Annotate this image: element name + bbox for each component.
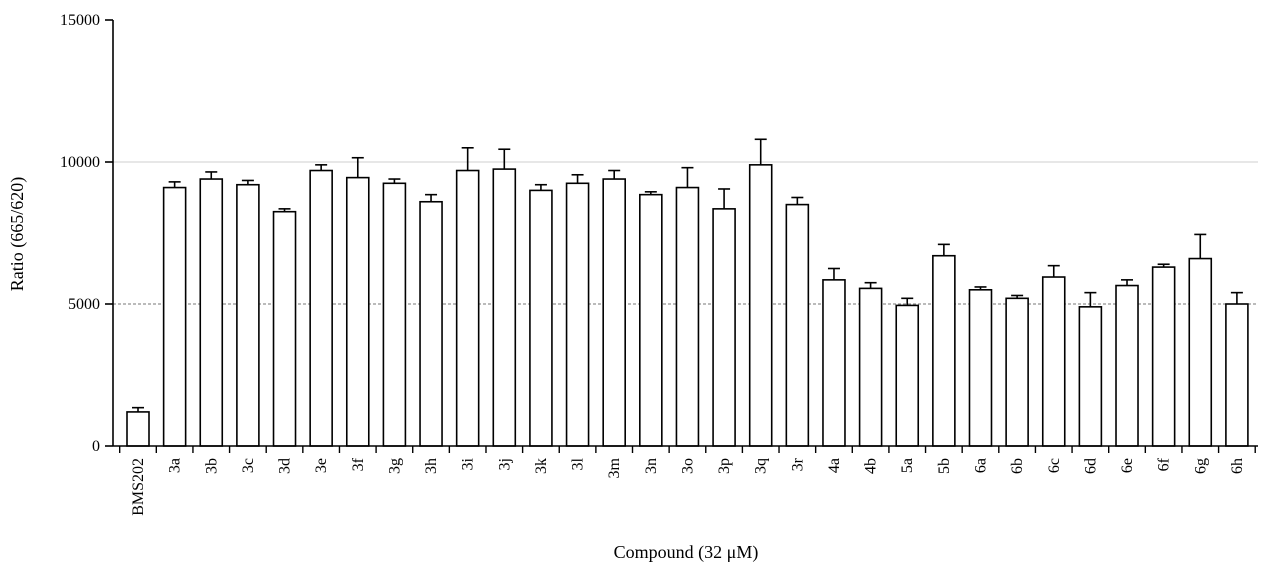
- x-tick-label-6f: 6f: [1156, 457, 1173, 471]
- x-tick-label-3i: 3i: [460, 457, 477, 470]
- bar-3o: [675, 186, 700, 447]
- y-tick-label-0: 0: [92, 438, 100, 455]
- y-axis-title: Ratio (665/620): [7, 177, 28, 292]
- x-tick-label-3r: 3r: [789, 457, 806, 471]
- bar-6a: [968, 288, 993, 447]
- x-tick-label-3f: 3f: [350, 457, 367, 471]
- axes: [105, 19, 1258, 453]
- x-tick-label-3m: 3m: [606, 457, 623, 478]
- bar-6g: [1188, 257, 1213, 447]
- bar-3a: [162, 186, 187, 447]
- x-tick-label-6d: 6d: [1082, 458, 1099, 474]
- x-tick-label-4a: 4a: [826, 458, 843, 473]
- bar-3j: [492, 168, 517, 447]
- bar-6h: [1225, 303, 1249, 447]
- x-tick-label-3a: 3a: [167, 458, 184, 473]
- x-tick-label-3h: 3h: [423, 458, 440, 474]
- bar-3q: [748, 164, 773, 447]
- bar-6f: [1151, 266, 1176, 447]
- x-tick-label-3q: 3q: [753, 458, 770, 474]
- x-tick-label-6a: 6a: [972, 458, 989, 473]
- y-tick-label-10000: 10000: [60, 154, 100, 171]
- x-tick-label-3o: 3o: [679, 458, 696, 474]
- bar-6b: [1005, 297, 1029, 447]
- bar-6d: [1078, 306, 1103, 447]
- x-tick-label-3p: 3p: [716, 458, 733, 474]
- bar-BMS202: [126, 411, 150, 447]
- bar-4a: [822, 279, 846, 447]
- x-tick-label-6e: 6e: [1119, 458, 1136, 473]
- x-tick-label-4b: 4b: [863, 458, 880, 474]
- bar-5b: [932, 254, 956, 447]
- bar-3l: [565, 182, 590, 447]
- bar-3i: [455, 169, 480, 447]
- x-tick-label-3c: 3c: [240, 458, 257, 473]
- bar-3r: [785, 203, 810, 447]
- x-tick-label-BMS202: BMS202: [130, 458, 147, 516]
- bar-6e: [1115, 284, 1139, 447]
- bar-3e: [309, 169, 333, 447]
- x-tick-label-3d: 3d: [277, 458, 294, 474]
- y-tick-label-15000: 15000: [60, 12, 100, 29]
- bar-3d: [272, 210, 297, 447]
- x-tick-label-6c: 6c: [1046, 458, 1063, 473]
- bar-3m: [602, 178, 626, 447]
- bar-4b: [858, 287, 883, 447]
- bar-3c: [236, 183, 260, 447]
- bar-3k: [529, 189, 553, 447]
- x-tick-label-6g: 6g: [1192, 458, 1209, 474]
- bar-3b: [199, 178, 224, 447]
- bar-3g: [382, 182, 407, 447]
- x-tick-label-3l: 3l: [570, 457, 587, 470]
- x-tick-label-3b: 3b: [203, 458, 220, 474]
- x-tick-label-3e: 3e: [313, 458, 330, 473]
- x-tick-label-6b: 6b: [1009, 458, 1026, 474]
- x-tick-label-3j: 3j: [496, 458, 513, 470]
- x-tick-label-3k: 3k: [533, 458, 550, 474]
- x-tick-label-3n: 3n: [643, 458, 660, 474]
- bars: [126, 138, 1249, 447]
- bar-6c: [1041, 276, 1066, 447]
- x-tick-label-5b: 5b: [936, 458, 953, 474]
- bar-5a: [895, 304, 920, 447]
- bar-3h: [419, 200, 443, 447]
- bar-3f: [345, 176, 370, 447]
- bar-3p: [712, 208, 736, 447]
- x-tick-label-3g: 3g: [386, 458, 403, 474]
- x-tick-label-5a: 5a: [899, 458, 916, 473]
- x-axis-title: Compound (32 μM): [614, 542, 759, 563]
- y-tick-label-5000: 5000: [68, 296, 100, 313]
- x-tick-label-6h: 6h: [1229, 458, 1246, 474]
- bar-3n: [639, 193, 663, 447]
- tick-labels: 0 5000 10000 15000 BMS202 3a 3b 3c 3d 3e 3f 3g 3h 3i 3…: [60, 12, 1246, 516]
